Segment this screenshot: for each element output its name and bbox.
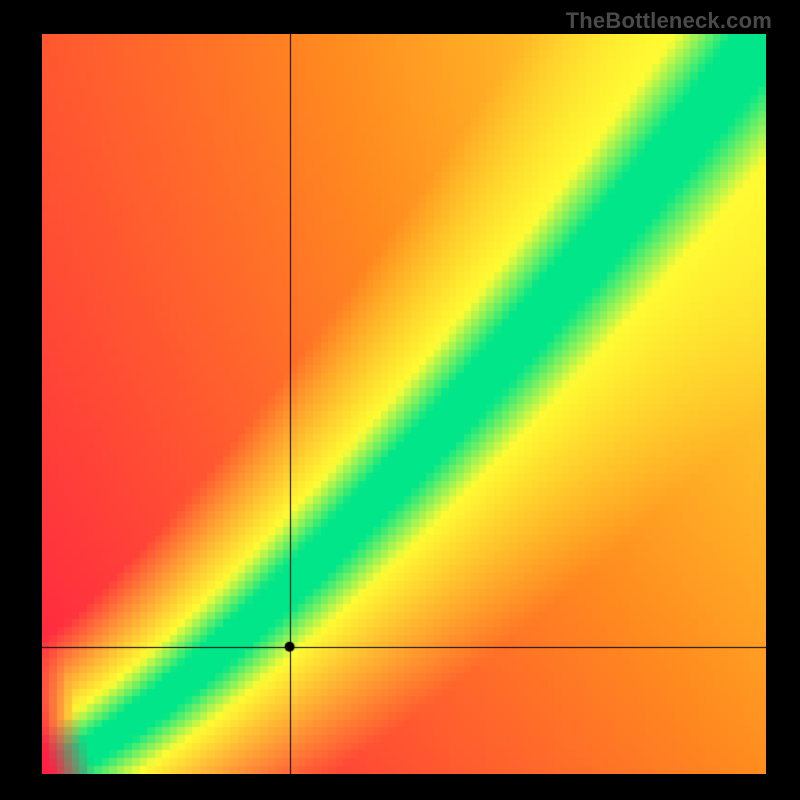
watermark-text: TheBottleneck.com xyxy=(566,8,772,34)
heatmap-canvas xyxy=(42,34,766,774)
heatmap-plot xyxy=(42,34,766,774)
chart-frame: TheBottleneck.com xyxy=(0,0,800,800)
